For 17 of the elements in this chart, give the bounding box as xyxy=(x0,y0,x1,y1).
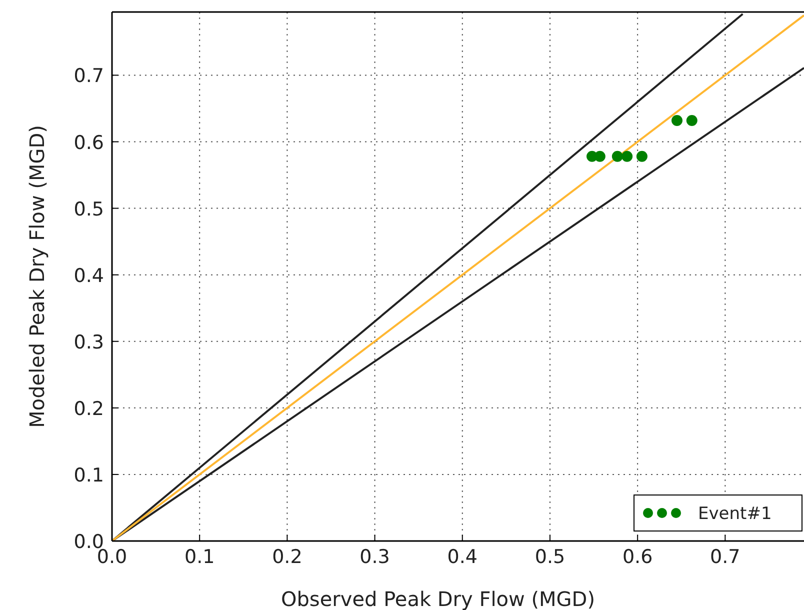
x-tick-label: 0.4 xyxy=(447,546,478,568)
y-axis-title: Modeled Peak Dry Flow (MGD) xyxy=(25,125,49,428)
x-tick-label: 0.7 xyxy=(710,546,740,568)
y-tick-label: 0.7 xyxy=(74,65,104,88)
x-tick-label: 0.3 xyxy=(360,546,390,568)
x-tick-label: 0.1 xyxy=(184,546,215,568)
y-tick-label: 0.5 xyxy=(74,198,104,220)
x-tick-label: 0.6 xyxy=(622,546,653,568)
y-tick-label: 0.1 xyxy=(74,464,104,486)
y-tick-label: 0.4 xyxy=(74,264,104,287)
y-tick-label: 0.3 xyxy=(74,331,104,354)
x-tick-label: 0.2 xyxy=(272,546,302,568)
y-tick-label: 0.2 xyxy=(74,398,104,420)
legend-label: Event#1 xyxy=(698,504,772,524)
x-axis-title: Observed Peak Dry Flow (MGD) xyxy=(280,587,596,610)
y-tick-label: 0.6 xyxy=(74,132,104,154)
x-tick-label: 0.5 xyxy=(534,546,566,568)
